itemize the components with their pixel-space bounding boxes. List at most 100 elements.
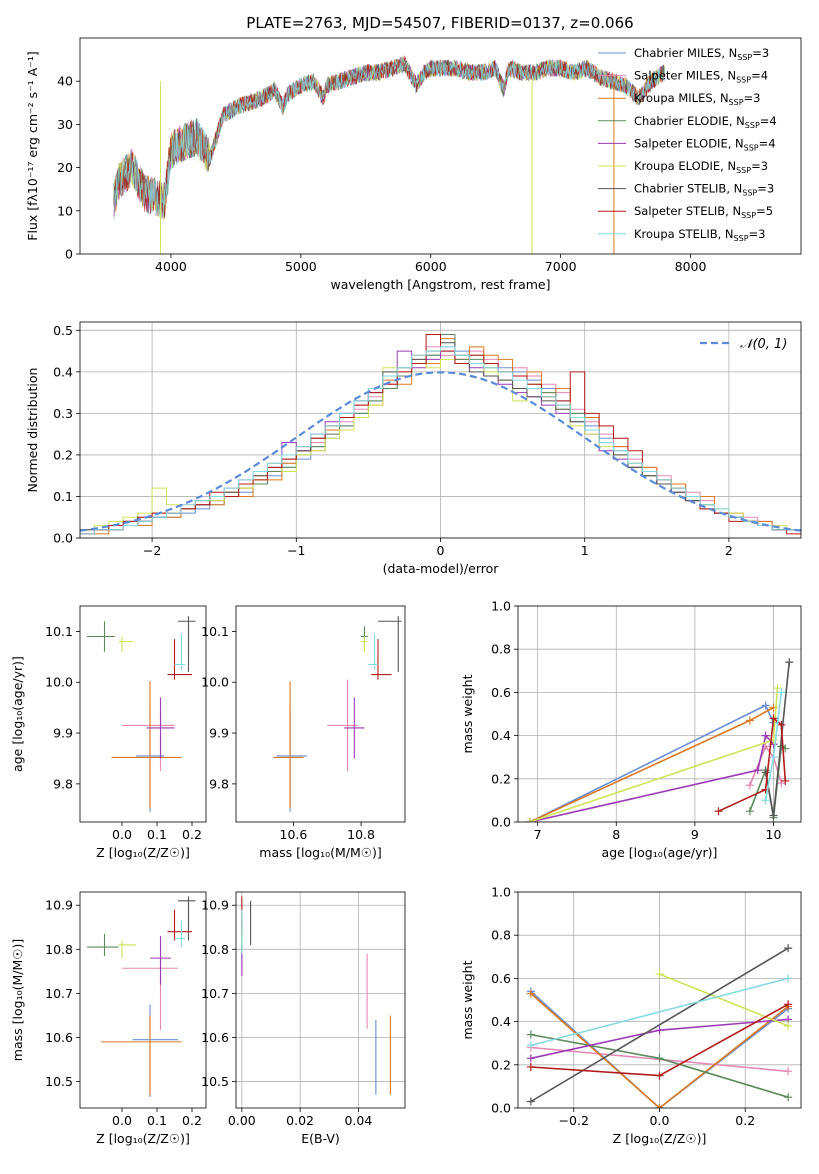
weight-marker — [655, 1104, 664, 1108]
axes-frame — [79, 605, 207, 823]
x-tick-label: −1 — [287, 543, 305, 558]
x-tick-label: 0.1 — [147, 827, 167, 842]
x-tick-label: 0.2 — [182, 827, 202, 842]
weight-marker — [761, 701, 770, 710]
y-tick-label: 10 — [57, 203, 73, 218]
x-axis-label: Z [log₁₀(Z/Z☉)] — [96, 1131, 190, 1146]
y-tick-label: 0.4 — [491, 1014, 511, 1029]
y-tick-label: 9.9 — [53, 726, 73, 741]
x-tick-label: 2 — [725, 543, 733, 558]
axes-frame — [235, 605, 406, 823]
y-tick-label: 0.8 — [491, 928, 511, 943]
axes-residuals: −2 −1 0 1 2 0.0 0.1 0.2 0.3 0.4 0.5 (data-model)/er… — [25, 321, 802, 576]
x-tick-label: 0.2 — [735, 1113, 755, 1128]
weight-series — [530, 992, 789, 1108]
y-axis-label: Normed distribution — [25, 368, 40, 493]
x-tick-label: 4000 — [155, 259, 187, 274]
x-tick-label: 7 — [534, 827, 542, 842]
legend-label: Chabrier MILES, NSSP=3 — [634, 46, 769, 62]
weight-marker — [526, 1030, 535, 1039]
spectrum-line — [113, 57, 665, 221]
weight-marker — [784, 974, 793, 983]
y-tick-label: 0.0 — [491, 1101, 511, 1116]
y-tick-label: 10.5 — [45, 1074, 73, 1089]
x-tick-label: 0.04 — [344, 1113, 372, 1128]
y-tick-label: 9.9 — [209, 726, 229, 741]
weight-marker — [769, 753, 778, 762]
x-axis-label: mass [log₁₀(M/M☉)] — [259, 845, 381, 860]
weight-series — [529, 706, 774, 822]
x-axis-label: Z [log₁₀(Z/Z☉)] — [96, 845, 190, 860]
axes-frame — [79, 891, 207, 1109]
weight-marker — [769, 714, 778, 723]
weight-marker — [526, 1062, 535, 1071]
legend-label: Salpeter ELODIE, NSSP=4 — [634, 136, 776, 152]
legend-label: Kroupa MILES, NSSP=3 — [634, 91, 760, 107]
axes-weight-vs-age: 7 8 9 10 0.0 0.2 0.4 0.6 0.8 1.0 age [log₁₀(age/yr… — [460, 599, 802, 860]
x-tick-label: 8000 — [675, 259, 707, 274]
plot-area-weight-vs-Z — [518, 892, 801, 1108]
y-axis-label: mass weight — [460, 674, 475, 753]
legend: Chabrier MILES, NSSP=3 Salpeter MILES, NS… — [598, 46, 777, 243]
y-tick-label: 10.7 — [201, 986, 229, 1001]
y-axis-label: age [log₁₀(age/yr)] — [10, 656, 25, 772]
legend-label: Kroupa ELODIE, NSSP=3 — [634, 159, 768, 175]
x-axis-label: wavelength [Angstrom, rest frame] — [330, 277, 550, 292]
weight-marker — [777, 720, 786, 729]
x-tick-label: −2 — [143, 543, 161, 558]
y-tick-label: 10.5 — [201, 1074, 229, 1089]
legend-label: Kroupa STELIB, NSSP=3 — [634, 227, 765, 243]
weight-marker — [777, 688, 786, 697]
weight-marker — [655, 970, 664, 979]
legend-label: 𝒩(0, 1) — [740, 337, 787, 352]
weight-marker — [785, 658, 794, 667]
y-tick-label: 10.6 — [201, 1030, 229, 1045]
histogram-series — [80, 346, 801, 535]
x-axis-label: (data-model)/error — [383, 561, 500, 576]
axes-age-vs-Z: 0.0 0.1 0.2 9.8 9.9 10.0 10.1 Z [log₁₀(Z/Z☉)] ag… — [10, 605, 207, 860]
x-tick-label: 0.0 — [112, 827, 132, 842]
weight-marker — [745, 716, 754, 725]
x-tick-label: 0.2 — [182, 1113, 202, 1128]
y-tick-label: 10.7 — [45, 986, 73, 1001]
x-tick-label: 8 — [612, 827, 620, 842]
weight-marker — [761, 796, 770, 805]
y-tick-label: 0.6 — [491, 971, 511, 986]
plot-area-mass-vs-Z — [87, 896, 196, 1097]
y-tick-label: 10.1 — [201, 624, 229, 639]
normal-curve — [80, 371, 801, 532]
y-tick-label: 0.0 — [491, 815, 511, 830]
x-tick-label: 10.8 — [347, 827, 375, 842]
y-tick-label: 0.2 — [491, 1057, 511, 1072]
weight-marker — [745, 807, 754, 816]
figure-title: PLATE=2763, MJD=54507, FIBERID=0137, z=0… — [246, 14, 633, 32]
x-tick-label: 0.1 — [147, 1113, 167, 1128]
y-tick-label: 10.0 — [45, 675, 73, 690]
axes-frame — [517, 891, 802, 1109]
axes-spectrum: 4000 5000 6000 7000 8000 0 10 20 30 40 wavelength … — [25, 37, 802, 292]
x-tick-label: 0 — [437, 543, 445, 558]
weight-marker — [526, 1097, 535, 1106]
y-tick-label: 0.1 — [53, 489, 73, 504]
spectrum-line — [113, 56, 665, 219]
weight-marker — [777, 779, 786, 788]
plot-area-mass-vs-EBV — [236, 892, 405, 1108]
weight-series — [530, 990, 789, 1108]
y-tick-label: 20 — [57, 160, 73, 175]
plot-area-age-vs-Z — [87, 616, 196, 812]
y-axis-label: mass weight — [460, 960, 475, 1039]
weight-marker — [769, 811, 778, 820]
y-tick-label: 40 — [57, 74, 73, 89]
axes-mass-vs-EBV: 0.00 0.02 0.04 10.5 10.6 10.7 10.8 10.9 E(B-V) — [201, 891, 406, 1146]
axes-frame — [235, 891, 406, 1109]
x-tick-label: 0.0 — [650, 1113, 670, 1128]
x-tick-label: 0.0 — [112, 1113, 132, 1128]
plot-area-age-vs-mass — [273, 616, 402, 812]
legend-label: Salpeter STELIB, NSSP=5 — [634, 204, 773, 220]
y-tick-label: 9.8 — [53, 776, 73, 791]
x-axis-label: E(B-V) — [301, 1131, 340, 1146]
plot-area-spectrum — [113, 55, 665, 254]
y-axis-label: mass [log₁₀(M/M☉)] — [10, 939, 25, 1061]
weight-marker — [526, 1054, 535, 1063]
weight-marker — [753, 766, 762, 775]
